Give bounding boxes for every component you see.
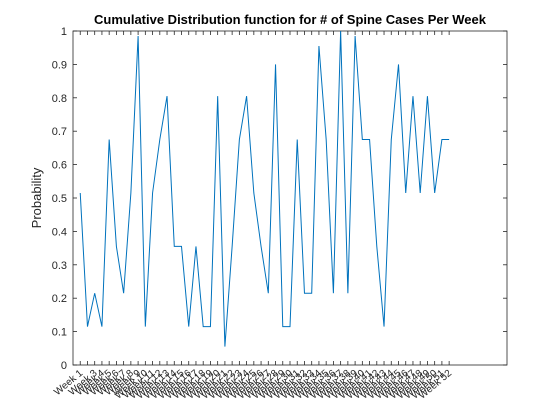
y-tick-label: 0.4: [52, 226, 67, 238]
y-tick-label: 0.8: [52, 93, 67, 105]
y-tick-label: 0.2: [52, 293, 67, 305]
y-tick-label: 0.1: [52, 327, 67, 339]
y-axis-ticks: 0 0.1 0.2 0.3 0.4 0.5 0.6 0.7 0.8 0.9 1: [52, 26, 507, 372]
y-tick-label: 0: [61, 360, 67, 372]
y-tick-label: 0.7: [52, 126, 67, 138]
chart-title: Cumulative Distribution function for # o…: [94, 12, 487, 27]
series-line: [79, 30, 450, 347]
y-tick-label: 0.9: [52, 59, 67, 71]
y-tick-label: 0.3: [52, 260, 67, 272]
y-tick-label: 0.6: [52, 160, 67, 172]
y-tick-label: 1: [61, 26, 67, 38]
series-group: [79, 30, 450, 347]
y-tick-label: 0.5: [52, 193, 67, 205]
y-axis-label: Probability: [29, 167, 44, 228]
